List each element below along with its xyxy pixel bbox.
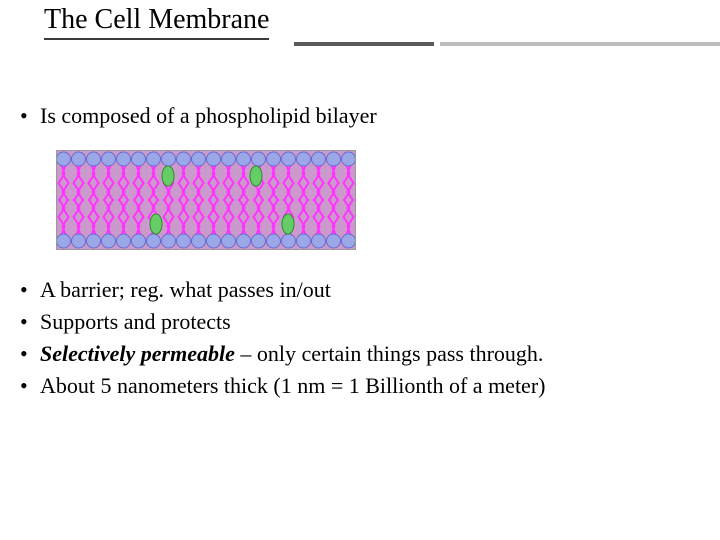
title-accent-band (0, 42, 720, 52)
bullet-em: Selectively permeable (40, 341, 235, 366)
bullet-list-bottom: A barrier; reg. what passes in/out Suppo… (16, 274, 696, 402)
bullet-text: About 5 nanometers thick (1 nm = 1 Billi… (40, 373, 545, 398)
band-seg-light (440, 42, 720, 46)
bullet-text: Supports and protects (40, 309, 231, 334)
phospholipid-bilayer-diagram (56, 150, 356, 250)
bullet-text: A barrier; reg. what passes in/out (40, 277, 331, 302)
bullet-item: Selectively permeable – only certain thi… (16, 338, 696, 370)
bullet-item: Is composed of a phospholipid bilayer (16, 100, 696, 132)
bullet-item: A barrier; reg. what passes in/out (16, 274, 696, 306)
slide: The Cell Membrane Is composed of a phosp… (0, 0, 720, 540)
band-seg-dark (294, 42, 434, 46)
bullet-list-top: Is composed of a phospholipid bilayer (16, 100, 696, 132)
bullet-text: – only certain things pass through. (235, 341, 544, 366)
bilayer-diagram-wrap (56, 150, 696, 250)
title-wrap: The Cell Membrane (44, 4, 269, 40)
slide-title: The Cell Membrane (44, 4, 269, 40)
content-area: Is composed of a phospholipid bilayer A … (16, 100, 696, 401)
bullet-item: About 5 nanometers thick (1 nm = 1 Billi… (16, 370, 696, 402)
bullet-item: Supports and protects (16, 306, 696, 338)
bullet-text: Is composed of a phospholipid bilayer (40, 103, 377, 128)
